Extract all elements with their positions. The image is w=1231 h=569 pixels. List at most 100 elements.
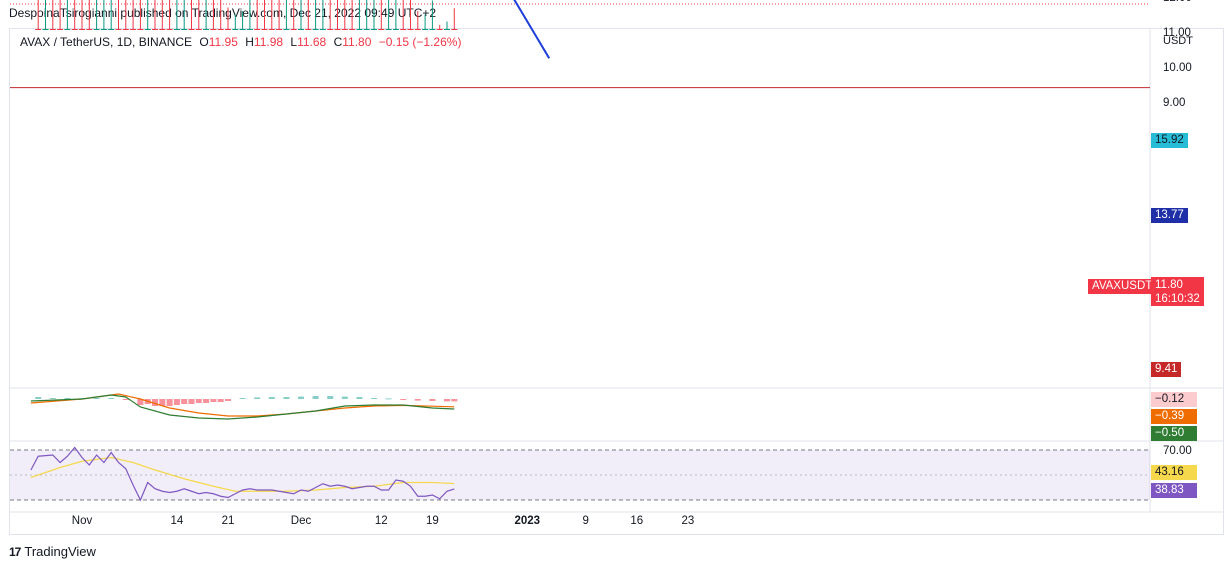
time-tick-label: 21 [222, 515, 235, 527]
high-value: 11.98 [253, 35, 284, 49]
candle [210, 0, 217, 30]
candle-body [429, 29, 436, 30]
macd-pane [30, 393, 458, 420]
macd-line [30, 394, 455, 420]
bar-countdown: 16:10:32 [1155, 293, 1200, 305]
candle [392, 0, 399, 30]
candle-body [115, 29, 122, 30]
rsi-line [30, 446, 455, 502]
candle [115, 0, 122, 30]
candle [327, 0, 334, 30]
macd-histogram-bar [444, 399, 450, 402]
candle [35, 0, 42, 30]
high-label: H [245, 35, 254, 49]
candle-body [42, 29, 49, 30]
candle-body [203, 29, 210, 30]
time-axis: Nov 14 21 Dec 12 19 2023 9 16 23 [72, 515, 695, 527]
candle [422, 14, 429, 30]
macd-histogram-bar [137, 399, 144, 405]
candle [173, 0, 180, 30]
candle-body [400, 29, 407, 30]
candle-body [327, 29, 334, 30]
candle [444, 21, 450, 30]
macd-histogram-bar [298, 396, 304, 399]
resistance-tag: 13.77 [1151, 208, 1188, 223]
candle-body [122, 29, 129, 30]
time-tick-label: 16 [630, 515, 643, 527]
candle-body [254, 29, 261, 30]
horizontal-levels [10, 3, 1150, 89]
candle [414, 11, 421, 30]
candle [144, 0, 151, 30]
time-tick-label: Dec [291, 515, 312, 527]
candle-body [414, 29, 421, 30]
chart-frame [9, 28, 1224, 535]
candle-body [57, 29, 64, 30]
candle [378, 0, 385, 30]
candle [64, 0, 71, 30]
candle-body [392, 29, 399, 30]
time-tick-label: Nov [72, 515, 93, 527]
candle [86, 0, 93, 30]
tradingview-logo-icon: 17 [9, 544, 21, 559]
candle [268, 0, 275, 30]
price-axis: USDT18.0017.0016.0015.0014.0013.0012.001… [1163, 0, 1193, 457]
candle-body [385, 29, 392, 30]
candle-body [276, 29, 283, 30]
symbol-price-label: AVAXUSDT [1088, 279, 1157, 294]
candle-body [436, 29, 443, 30]
macd-histogram-bar [93, 398, 100, 399]
macd-histogram-bar [152, 399, 158, 406]
time-tick-label: 23 [682, 515, 695, 527]
candle-body [152, 29, 158, 30]
macd-histogram-bar [122, 399, 129, 400]
change-value: −0.15 (−1.26%) [378, 35, 462, 49]
candle [385, 0, 392, 30]
candle [298, 0, 304, 30]
candle-body [319, 29, 326, 30]
macd-histogram-bar [451, 399, 458, 402]
macd-histogram-bar [239, 398, 246, 399]
tradingview-brand[interactable]: 17 TradingView [9, 544, 96, 559]
brand-name: TradingView [24, 544, 96, 559]
rsi-tick-label: 70.00 [1163, 445, 1192, 457]
candle-body [225, 29, 231, 30]
macd-histogram-bar [166, 399, 173, 406]
candle-body [407, 29, 414, 30]
candle [93, 0, 100, 30]
macd-line-tag: −0.50 [1151, 426, 1197, 441]
macd-histogram-bar [341, 396, 348, 399]
close-label: C [333, 35, 343, 49]
candle-body [100, 29, 107, 30]
candle-body [363, 29, 370, 30]
time-tick-label: 14 [171, 515, 184, 527]
candle [349, 0, 356, 30]
macd-histogram-bar [327, 396, 334, 399]
macd-histogram-bar [195, 399, 202, 403]
candle-body [451, 29, 458, 30]
macd-histogram-bar [35, 397, 42, 399]
rsi-ma-line [30, 456, 455, 492]
macd-histogram-bar [400, 399, 407, 400]
rsi-ma-tag: 43.16 [1151, 465, 1197, 480]
macd-histogram-bar [217, 399, 224, 402]
time-tick-label: 12 [375, 515, 388, 527]
macd-histogram-bar [254, 397, 261, 399]
candle [290, 0, 297, 30]
symbol-name[interactable]: AVAX / TetherUS, 1D, BINANCE [20, 35, 193, 49]
rsi-pane [10, 446, 1150, 502]
price-tick-label: 9.00 [1163, 97, 1185, 109]
candle [246, 0, 253, 30]
candle [254, 0, 261, 30]
candle-body [159, 29, 166, 30]
candle-body [422, 29, 429, 30]
candle-body [444, 29, 450, 30]
price-tick-label: 12.00 [1163, 0, 1192, 4]
candle [42, 0, 49, 30]
candle [181, 0, 188, 30]
candle [276, 0, 283, 30]
open-value: 11.95 [208, 35, 238, 49]
candle [159, 0, 166, 30]
publish-header: DespoinaTsirogianni published on Trading… [9, 6, 437, 20]
